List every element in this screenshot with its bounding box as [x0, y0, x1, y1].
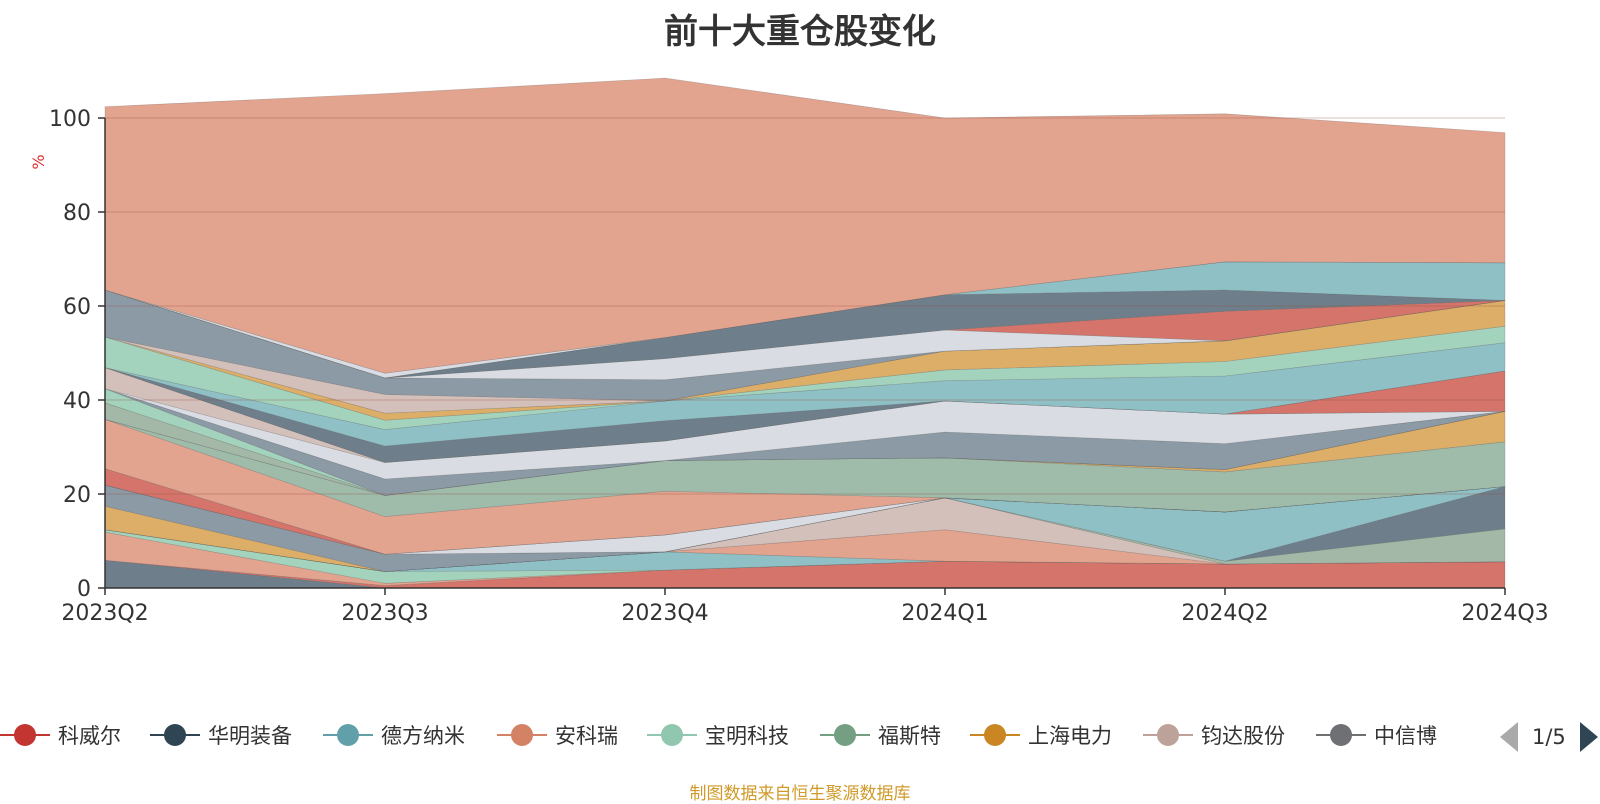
area-layer-35	[104, 77, 1506, 374]
x-tick-label: 2024Q3	[1461, 601, 1548, 626]
legend-marker-icon	[497, 718, 547, 752]
legend-label: 安科瑞	[555, 724, 618, 748]
legend-item[interactable]: 华明装备	[150, 718, 292, 752]
legend: 科威尔 华明装备 德方纳米 安科瑞 宝明科技 福斯特 上海电力 钧达股份 中信博	[0, 718, 1600, 752]
x-tick-label: 2023Q2	[61, 601, 148, 626]
x-tick-label: 2023Q3	[341, 601, 428, 626]
legend-label: 华明装备	[208, 724, 292, 748]
legend-marker-icon	[970, 718, 1020, 752]
legend-pager: 1/5	[1500, 720, 1598, 754]
legend-item[interactable]: 宝明科技	[647, 718, 789, 752]
axes: 0 20 40 60 80 100 2023Q2 2023Q3 2023Q4 2024Q1 2024…	[49, 107, 1549, 626]
y-tick-label: 40	[63, 389, 91, 414]
legend-item[interactable]: 上海电力	[970, 718, 1112, 752]
legend-marker-icon	[647, 718, 697, 752]
x-tick-label: 2024Q2	[1181, 601, 1268, 626]
legend-label: 福斯特	[878, 724, 941, 748]
y-tick-label: 60	[63, 295, 91, 320]
legend-marker-icon	[1316, 718, 1366, 752]
legend-prev-page-icon[interactable]	[1500, 722, 1518, 752]
source-note: 制图数据来自恒生聚源数据库	[689, 784, 911, 804]
legend-label: 德方纳米	[381, 724, 465, 748]
area-layer-29	[104, 289, 1506, 402]
area-layer-33	[104, 261, 1506, 379]
legend-marker-icon	[0, 718, 50, 752]
legend-marker-icon	[1143, 718, 1193, 752]
legend-label: 中信博	[1374, 724, 1437, 748]
legend-label: 科威尔	[58, 724, 121, 748]
legend-item[interactable]: 福斯特	[820, 718, 941, 752]
legend-item[interactable]: 科威尔	[0, 718, 121, 752]
y-tick-label: 100	[49, 107, 91, 132]
legend-marker-icon	[820, 718, 870, 752]
legend-item[interactable]: 德方纳米	[323, 718, 465, 752]
area-layer-23	[104, 367, 1506, 463]
area-layer-27	[104, 300, 1506, 421]
x-tick-label: 2023Q4	[621, 601, 708, 626]
y-axis-unit-label: %	[29, 154, 48, 169]
grid-lines	[105, 117, 1505, 495]
y-tick-label: 20	[63, 483, 91, 508]
legend-label: 钧达股份	[1201, 724, 1285, 748]
area-layer-22	[104, 367, 1506, 463]
chart-title: 前十大重仓股变化	[664, 12, 936, 52]
legend-label: 宝明科技	[705, 724, 789, 748]
legend-item[interactable]: 安科瑞	[497, 718, 618, 752]
legend-marker-icon	[150, 718, 200, 752]
area-series-group	[104, 77, 1506, 589]
legend-next-page-icon[interactable]	[1579, 722, 1598, 752]
legend-marker-icon	[323, 718, 373, 752]
area-layer-11	[104, 484, 1506, 572]
y-tick-label: 80	[63, 201, 91, 226]
legend-item[interactable]: 钧达股份	[1143, 718, 1285, 752]
legend-item[interactable]: 中信博	[1316, 718, 1437, 752]
legend-label: 上海电力	[1028, 724, 1112, 748]
x-tick-label: 2024Q1	[901, 601, 988, 626]
legend-page-indicator: 1/5	[1532, 725, 1566, 749]
y-tick-label: 0	[77, 577, 91, 602]
